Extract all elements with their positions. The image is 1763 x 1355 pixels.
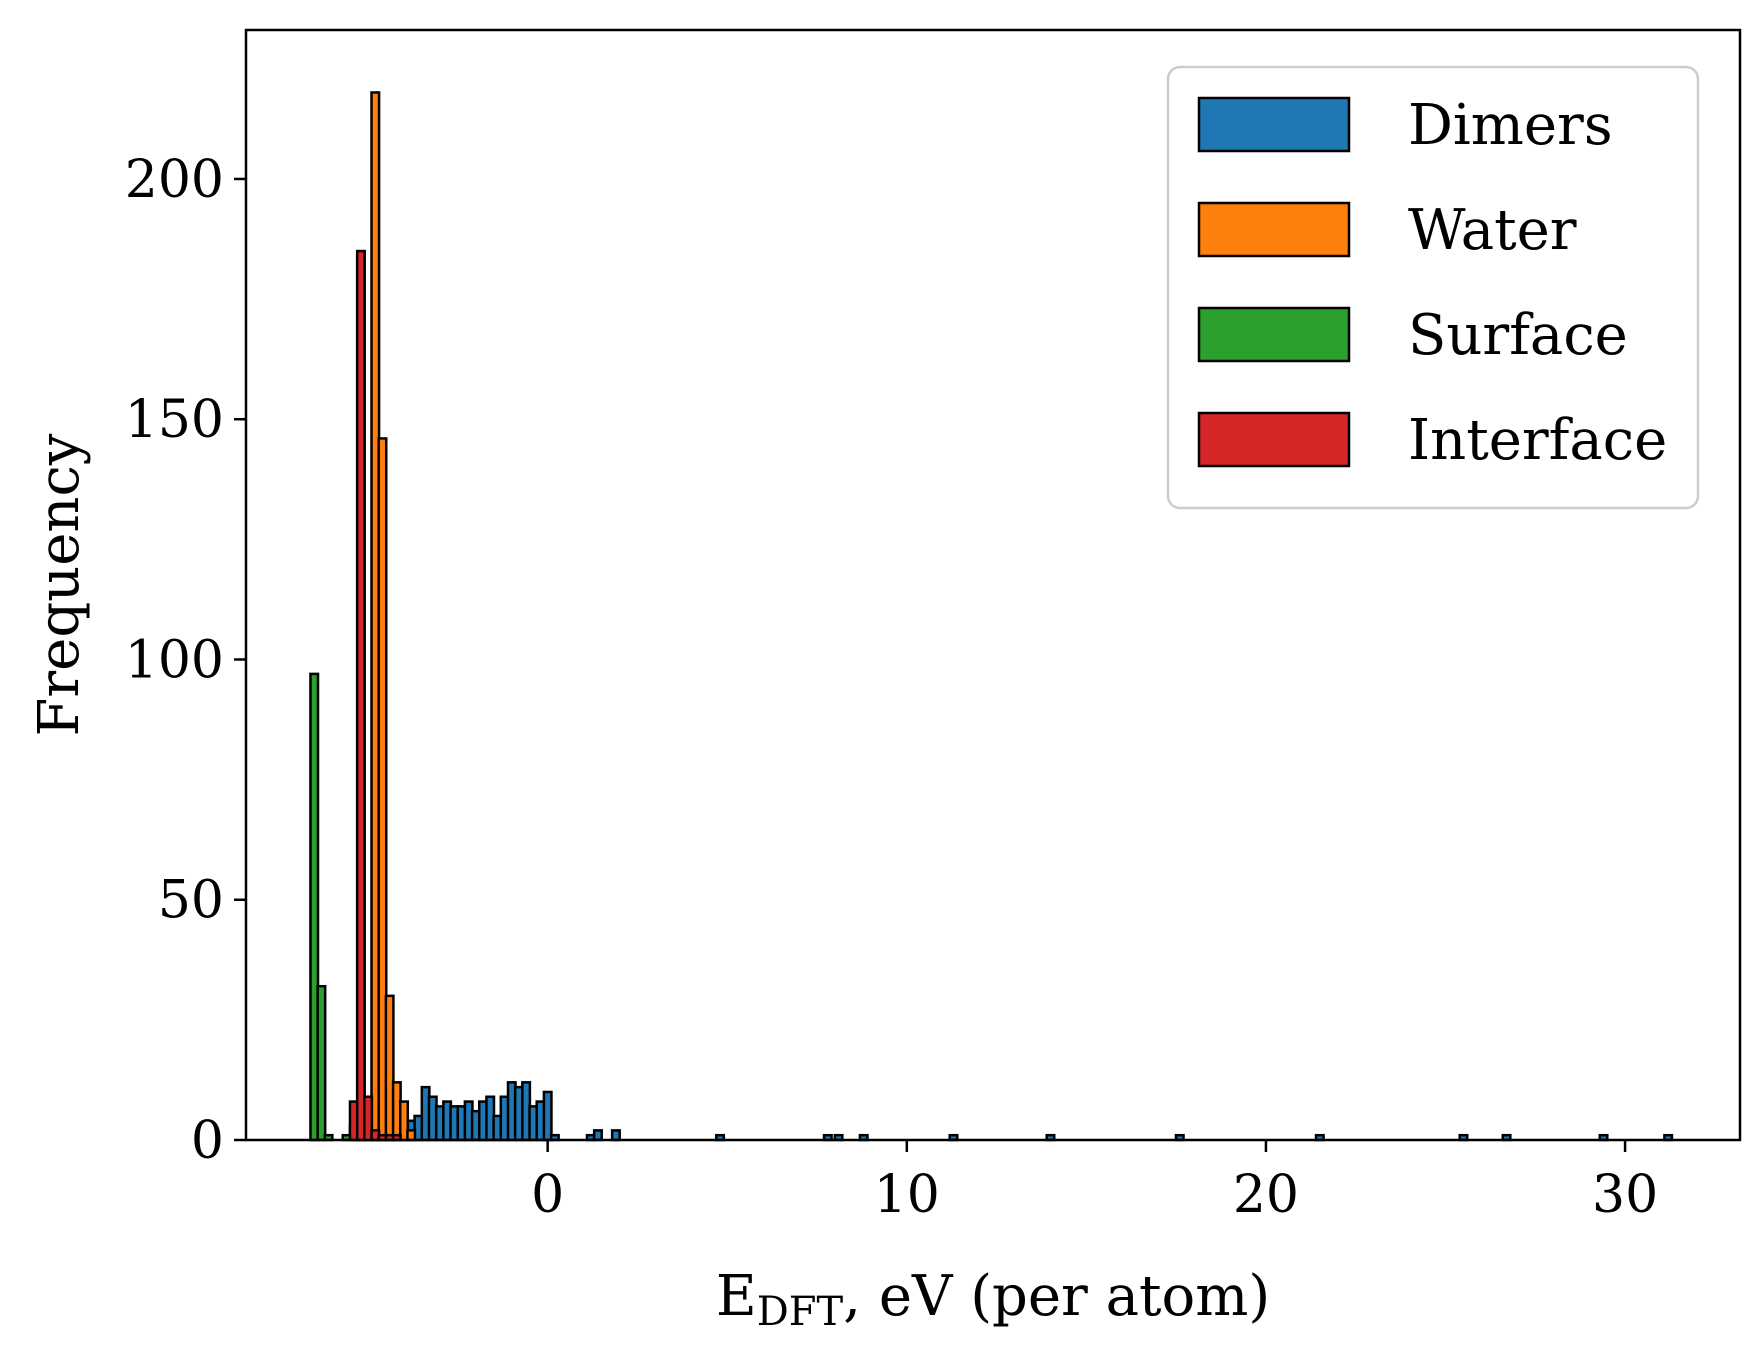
x-tick-label: 30 <box>1592 1165 1658 1225</box>
legend-swatch <box>1197 96 1351 153</box>
legend-label: Water <box>1408 198 1577 263</box>
bar-dimers-20 <box>542 1090 553 1142</box>
legend-swatch <box>1197 201 1351 258</box>
y-axis-ticks: 0 50 100 150 200 <box>125 150 246 1171</box>
legend: Dimers Water Surface Interface <box>1166 65 1700 510</box>
legend-label: Surface <box>1408 303 1628 368</box>
legend-frame <box>1166 65 1700 510</box>
x-tick-label: 20 <box>1233 1165 1299 1225</box>
legend-item-water: Water <box>1197 198 1577 263</box>
x-axis-label-main: E <box>716 1264 757 1329</box>
x-axis-ticks: 0 10 20 30 <box>531 1140 1658 1225</box>
legend-item-dimers: Dimers <box>1197 93 1613 158</box>
plot-frame <box>244 28 1742 1142</box>
bar-water-8 <box>406 1129 417 1142</box>
x-tick-label: 0 <box>531 1165 564 1225</box>
y-tick-label: 50 <box>158 871 224 931</box>
legend-item-interface: Interface <box>1197 408 1667 473</box>
legend-swatch <box>1197 411 1351 468</box>
legend-swatch <box>1197 306 1351 363</box>
bar-dimers-23 <box>592 1129 603 1142</box>
bar-dimers-24 <box>610 1129 621 1142</box>
y-tick-label: 0 <box>191 1111 224 1171</box>
x-axis-label-subscript: DFT <box>757 1289 844 1335</box>
legend-label: Interface <box>1408 408 1667 473</box>
y-tick-label: 200 <box>125 150 224 210</box>
y-tick-label: 150 <box>125 390 224 450</box>
y-axis-label: Frequency <box>27 433 92 736</box>
x-tick-label: 10 <box>874 1165 940 1225</box>
x-axis-label-rest: , eV (per atom) <box>843 1264 1270 1329</box>
bar-interface-1 <box>355 249 366 1142</box>
legend-label: Dimers <box>1408 93 1613 158</box>
legend-item-surface: Surface <box>1197 303 1628 368</box>
x-axis-label: EDFT, eV (per atom) <box>716 1264 1270 1335</box>
legend-entries: Dimers Water Surface Interface <box>1197 93 1667 473</box>
bar-surface-1 <box>316 984 327 1142</box>
y-tick-label: 100 <box>125 630 224 690</box>
